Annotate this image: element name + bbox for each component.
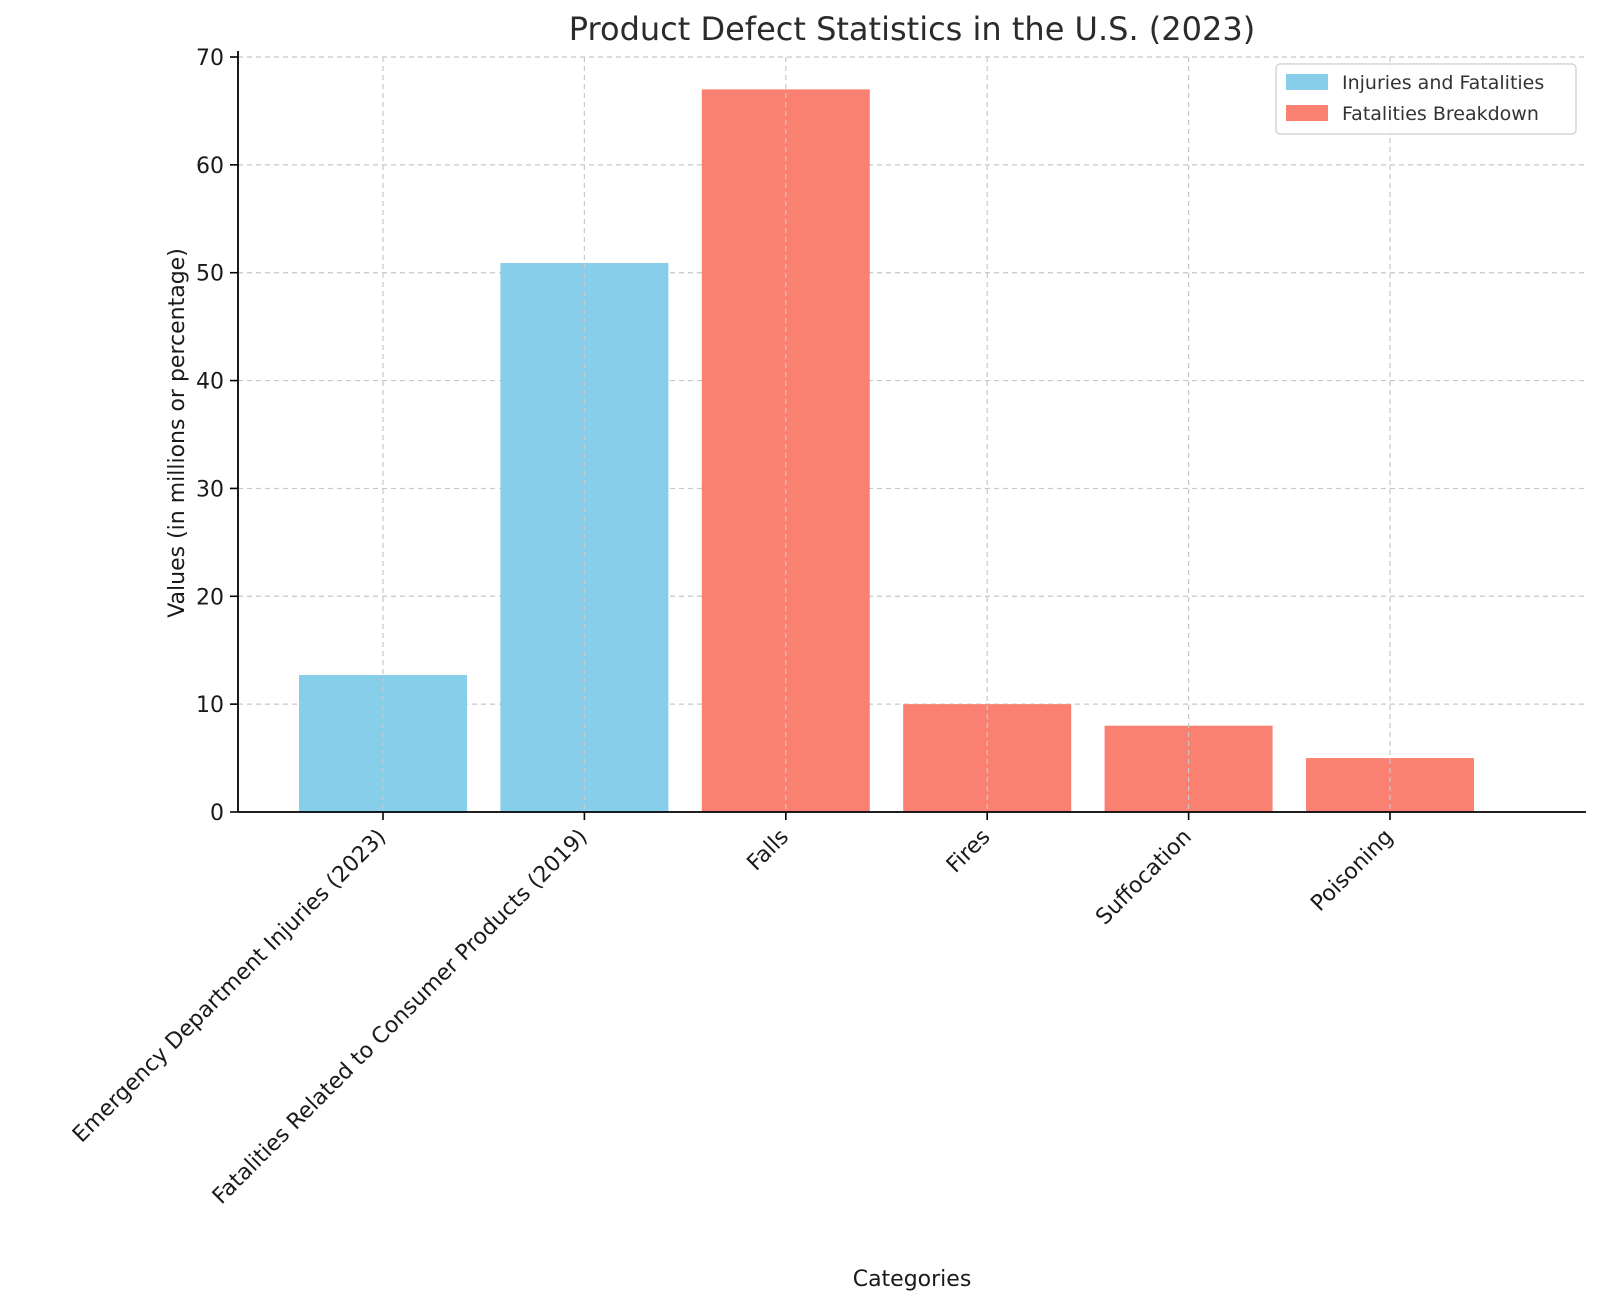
y-tick-label: 0 [210, 801, 224, 826]
y-axis-title: Values (in millions or percentage) [165, 248, 190, 618]
x-tick-label: Fires [942, 825, 996, 879]
legend: Injuries and Fatalities Fatalities Break… [1275, 63, 1577, 135]
y-tick-label: 10 [196, 693, 224, 718]
chart-title: Product Defect Statistics in the U.S. (2… [569, 10, 1255, 48]
legend-label-fatalities: Fatalities Breakdown [1342, 103, 1539, 125]
y-tick-label: 70 [196, 46, 224, 71]
y-tick-labels: 0 10 20 30 40 50 60 70 [196, 46, 224, 826]
x-tick-label: Falls [743, 825, 794, 876]
x-tick-label: Poisoning [1306, 825, 1398, 917]
y-tick-label: 20 [196, 585, 224, 610]
x-axis-title: Categories [853, 1267, 972, 1292]
axes [230, 51, 1586, 820]
legend-box [1275, 63, 1577, 135]
bar-fires [903, 704, 1072, 812]
y-tick-label: 50 [196, 262, 224, 287]
x-tick-label: Fatalities Related to Consumer Products … [208, 825, 593, 1210]
y-tick-label: 40 [196, 370, 224, 395]
bar-poisoning [1306, 758, 1474, 812]
x-tick-label: Suffocation [1091, 825, 1197, 931]
legend-swatch-injuries [1286, 74, 1328, 90]
y-tick-label: 30 [196, 477, 224, 502]
x-tick-label: Emergency Department Injuries (2023) [68, 825, 391, 1148]
x-tick-labels: Emergency Department Injuries (2023)Fata… [68, 825, 1398, 1210]
legend-label-injuries: Injuries and Fatalities [1342, 72, 1544, 94]
y-tick-label: 60 [196, 154, 224, 179]
bar-falls [701, 89, 870, 813]
legend-swatch-fatalities [1286, 105, 1328, 121]
